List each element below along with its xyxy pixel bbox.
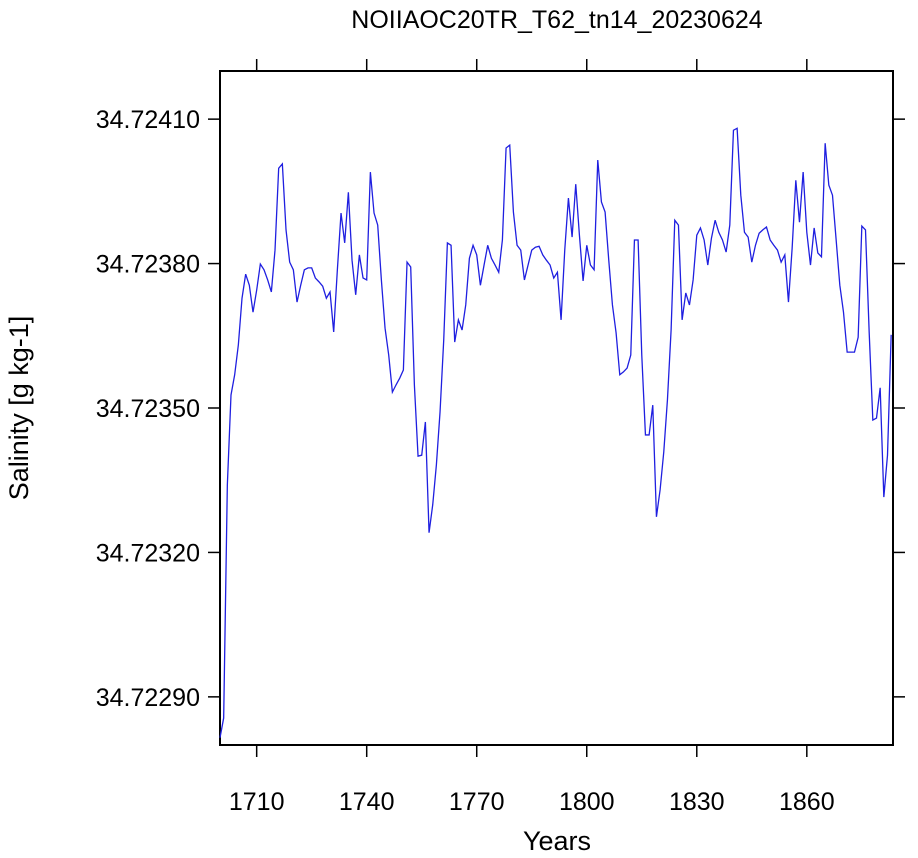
- y-tick-label: 34.72350: [96, 395, 200, 423]
- y-tick-label: 34.72410: [96, 106, 200, 134]
- y-axis-label: Salinity [g kg-1]: [4, 316, 34, 501]
- data-line: [219, 127, 892, 738]
- x-tick-label: 1740: [339, 788, 395, 816]
- x-tick-label: 1830: [669, 788, 725, 816]
- plot-frame: [219, 70, 894, 746]
- x-tick-label: 1800: [559, 788, 615, 816]
- x-tick-label: 1710: [229, 788, 285, 816]
- x-tick-label: 1860: [779, 788, 835, 816]
- y-tick-label: 34.72380: [96, 251, 200, 279]
- x-tick-label: 1770: [449, 788, 505, 816]
- y-tick-label: 34.72290: [96, 684, 200, 712]
- x-axis-label: Years: [523, 826, 591, 856]
- y-tick-label: 34.72320: [96, 539, 200, 567]
- chart-title: NOIIAOC20TR_T62_tn14_20230624: [351, 6, 762, 34]
